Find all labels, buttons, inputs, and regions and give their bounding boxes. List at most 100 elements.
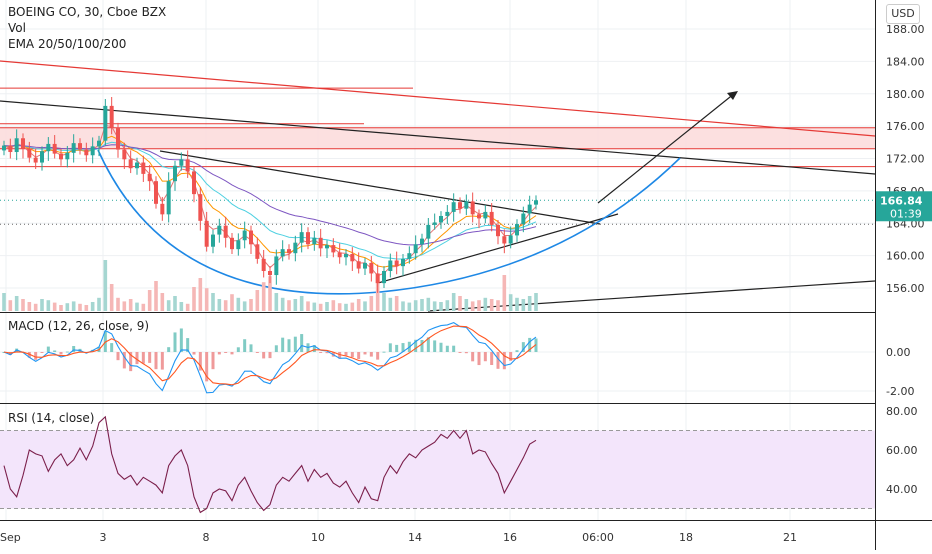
volume-bar xyxy=(27,302,32,311)
last-price-badge xyxy=(876,191,932,222)
candle-body xyxy=(46,143,51,152)
candle-body xyxy=(331,245,336,253)
candle-body xyxy=(78,143,82,150)
candle-body xyxy=(483,211,488,219)
candle-body xyxy=(223,225,228,238)
macd-histogram-bar xyxy=(312,345,316,352)
support-trendline xyxy=(427,280,876,312)
candle-body xyxy=(249,230,253,245)
volume-bar xyxy=(223,300,228,311)
volume-bar xyxy=(185,303,190,311)
macd-histogram-bar xyxy=(148,352,152,363)
rsi-tick-label: 80.00 xyxy=(886,405,918,418)
volume-bar xyxy=(394,296,399,311)
volume-bar xyxy=(33,303,38,311)
candle-body xyxy=(8,145,13,153)
volume-bar xyxy=(470,301,475,311)
volume-bar xyxy=(236,297,241,311)
macd-histogram-bar xyxy=(496,352,500,369)
projection-arrow xyxy=(597,92,736,204)
volume-bar xyxy=(280,297,285,311)
candle-body xyxy=(211,234,215,247)
time-tick-label: 16 xyxy=(503,531,517,544)
volume-bar xyxy=(432,301,437,311)
volume-bar xyxy=(46,300,51,311)
volume-bar xyxy=(496,300,500,311)
macd-histogram-bar xyxy=(420,339,424,352)
candle-body xyxy=(135,162,139,169)
volume-bar xyxy=(179,302,184,311)
candle-body xyxy=(185,159,190,172)
macd-histogram-bar xyxy=(426,337,430,352)
volume-bar xyxy=(14,296,19,311)
macd-histogram-bar xyxy=(325,352,329,354)
candle-body xyxy=(312,237,317,245)
macd-histogram-bar xyxy=(483,352,487,362)
macd-histogram-bar xyxy=(198,352,202,371)
macd-histogram-bar xyxy=(40,352,44,353)
volume-bar xyxy=(204,288,209,311)
price-tick-label: 160.00 xyxy=(886,250,925,263)
candle-body xyxy=(236,240,241,250)
macd-histogram-bar xyxy=(27,352,31,358)
macd-histogram-bar xyxy=(122,352,126,369)
volume-bar xyxy=(116,297,120,311)
candle-body xyxy=(147,173,152,182)
macd-histogram-bar xyxy=(458,352,462,353)
candle-body xyxy=(508,235,513,244)
candle-body xyxy=(445,211,450,216)
volume-bar xyxy=(299,296,304,311)
macd-histogram-bar xyxy=(192,352,196,355)
candle-body xyxy=(534,200,538,205)
volume-bar xyxy=(65,303,70,311)
macd-histogram-bar xyxy=(217,352,221,355)
cup-curve xyxy=(97,149,681,295)
volume-bar xyxy=(160,293,165,311)
volume-bar xyxy=(344,303,348,311)
candle-body xyxy=(489,211,494,225)
rsi-label: RSI (14, close) xyxy=(8,411,95,425)
volume-bar xyxy=(84,305,89,311)
candle-body xyxy=(432,222,437,225)
candle-body xyxy=(280,249,285,257)
macd-histogram-bar xyxy=(414,339,418,352)
volume-bar xyxy=(388,297,393,311)
candle-body xyxy=(337,252,342,258)
candle-body xyxy=(122,149,127,160)
volume-bar xyxy=(483,297,488,311)
volume-bar xyxy=(413,300,418,311)
volume-bar xyxy=(230,294,234,311)
volume-bar xyxy=(407,302,412,311)
black-trendline-upper xyxy=(0,100,876,175)
volume-bar xyxy=(458,296,462,311)
candle-body xyxy=(116,127,120,150)
volume-bar xyxy=(122,301,127,311)
volume-bar xyxy=(445,300,450,311)
volume-bar xyxy=(527,296,532,311)
candle-body xyxy=(369,262,374,274)
price-tick-label: 172.00 xyxy=(886,153,925,166)
candle-body xyxy=(141,162,146,174)
candle-body xyxy=(527,204,532,214)
macd-histogram-bar xyxy=(388,343,392,352)
candle-body xyxy=(179,159,184,166)
volume-bar xyxy=(97,297,101,311)
currency-button[interactable]: USD xyxy=(886,4,920,24)
macd-histogram-bar xyxy=(350,352,354,358)
time-tick-label: Sep xyxy=(0,531,21,544)
macd-histogram-bar xyxy=(274,345,278,352)
volume-bar xyxy=(59,305,63,311)
wedge-upper-line xyxy=(159,150,601,225)
candle-body xyxy=(325,245,329,249)
volume-bar xyxy=(312,302,317,311)
macd-histogram-bar xyxy=(268,352,272,359)
macd-histogram-bar xyxy=(129,352,133,372)
macd-label: MACD (12, 26, close, 9) xyxy=(8,319,150,333)
candle-body xyxy=(166,181,171,215)
candle-body xyxy=(84,149,89,156)
candle-body xyxy=(458,202,462,209)
candle-body xyxy=(160,203,165,215)
volume-bar xyxy=(147,290,152,311)
